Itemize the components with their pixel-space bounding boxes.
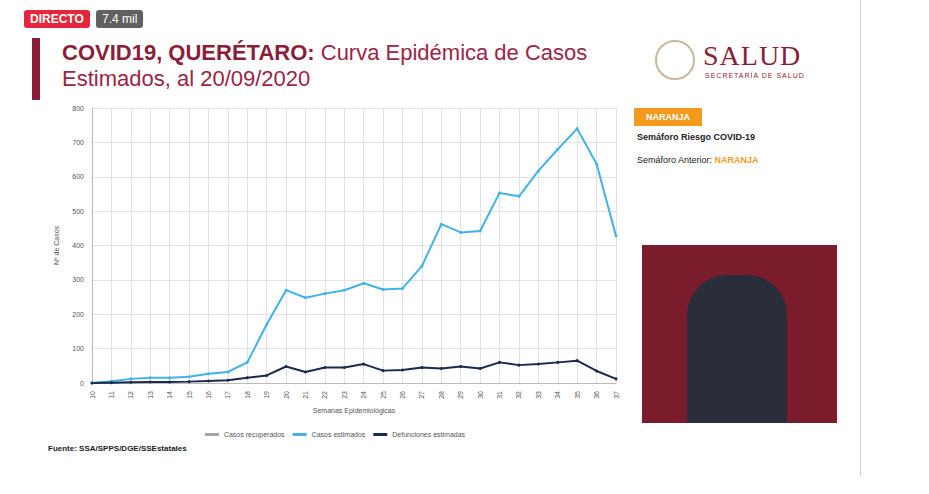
svg-text:Casos estimados: Casos estimados [312,431,366,438]
svg-text:600: 600 [72,173,84,180]
svg-text:800: 800 [72,105,84,112]
html-text:Fuente: SSA/SPPS/DGE/SSEstatal: Fuente: SSA/SPPS/DGE/SSEstatales [48,444,187,453]
svg-text:21: 21 [302,391,309,399]
svg-text:31: 31 [496,391,503,399]
svg-text:35: 35 [574,391,581,399]
svg-text:17: 17 [224,391,231,399]
svg-text:29: 29 [457,391,464,399]
svg-text:100: 100 [72,345,84,352]
svg-text:23: 23 [341,391,348,399]
html-text:Semáforo Riesgo COVID-19: Semáforo Riesgo COVID-19 [637,132,755,142]
html-text:7.4 mil: 7.4 mil [102,12,138,26]
svg-text:15: 15 [186,391,193,399]
svg-text:26: 26 [399,391,406,399]
html-text:SALUD: SALUD [703,40,802,71]
svg-text:28: 28 [438,391,445,399]
svg-text:13: 13 [147,391,154,399]
svg-text:34: 34 [554,391,561,399]
svg-text:24: 24 [360,391,367,399]
svg-text:37: 37 [613,391,620,399]
svg-text:25: 25 [380,391,387,399]
svg-text:16: 16 [205,391,212,399]
svg-text:11: 11 [108,391,115,398]
svg-text:19: 19 [263,391,270,399]
html-text:SECRETARÍA DE SALUD: SECRETARÍA DE SALUD [705,72,805,79]
svg-text:20: 20 [283,391,290,399]
html-text:Semáforo Anterior: NARANJA: Semáforo Anterior: NARANJA [637,155,759,165]
svg-text:36: 36 [593,391,600,399]
svg-text:14: 14 [166,391,173,399]
svg-text:200: 200 [72,311,84,318]
svg-text:32: 32 [515,391,522,399]
svg-text:27: 27 [418,391,425,399]
html-text:COVID19, QUERÉTARO: Curva Epid: COVID19, QUERÉTARO: Curva Epidémica de C… [62,40,588,91]
svg-text:33: 33 [535,391,542,399]
svg-text:500: 500 [72,208,84,215]
svg-text:Semanas Epidemiológicas: Semanas Epidemiológicas [313,407,396,415]
html-text:DIRECTO: DIRECTO [30,12,84,26]
svg-text:Casos recuperados: Casos recuperados [224,431,285,439]
html-text:NARANJA: NARANJA [646,112,690,122]
svg-text:18: 18 [244,391,251,399]
svg-text:22: 22 [321,391,328,399]
svg-text:10: 10 [89,391,96,399]
svg-text:Nº de Casos: Nº de Casos [53,225,60,265]
svg-text:Defunciones estimadas: Defunciones estimadas [392,431,465,438]
svg-text:300: 300 [72,276,84,283]
svg-text:700: 700 [72,139,84,146]
svg-text:0: 0 [80,380,84,387]
svg-text:12: 12 [127,391,134,399]
svg-text:30: 30 [477,391,484,399]
svg-text:400: 400 [72,242,84,249]
